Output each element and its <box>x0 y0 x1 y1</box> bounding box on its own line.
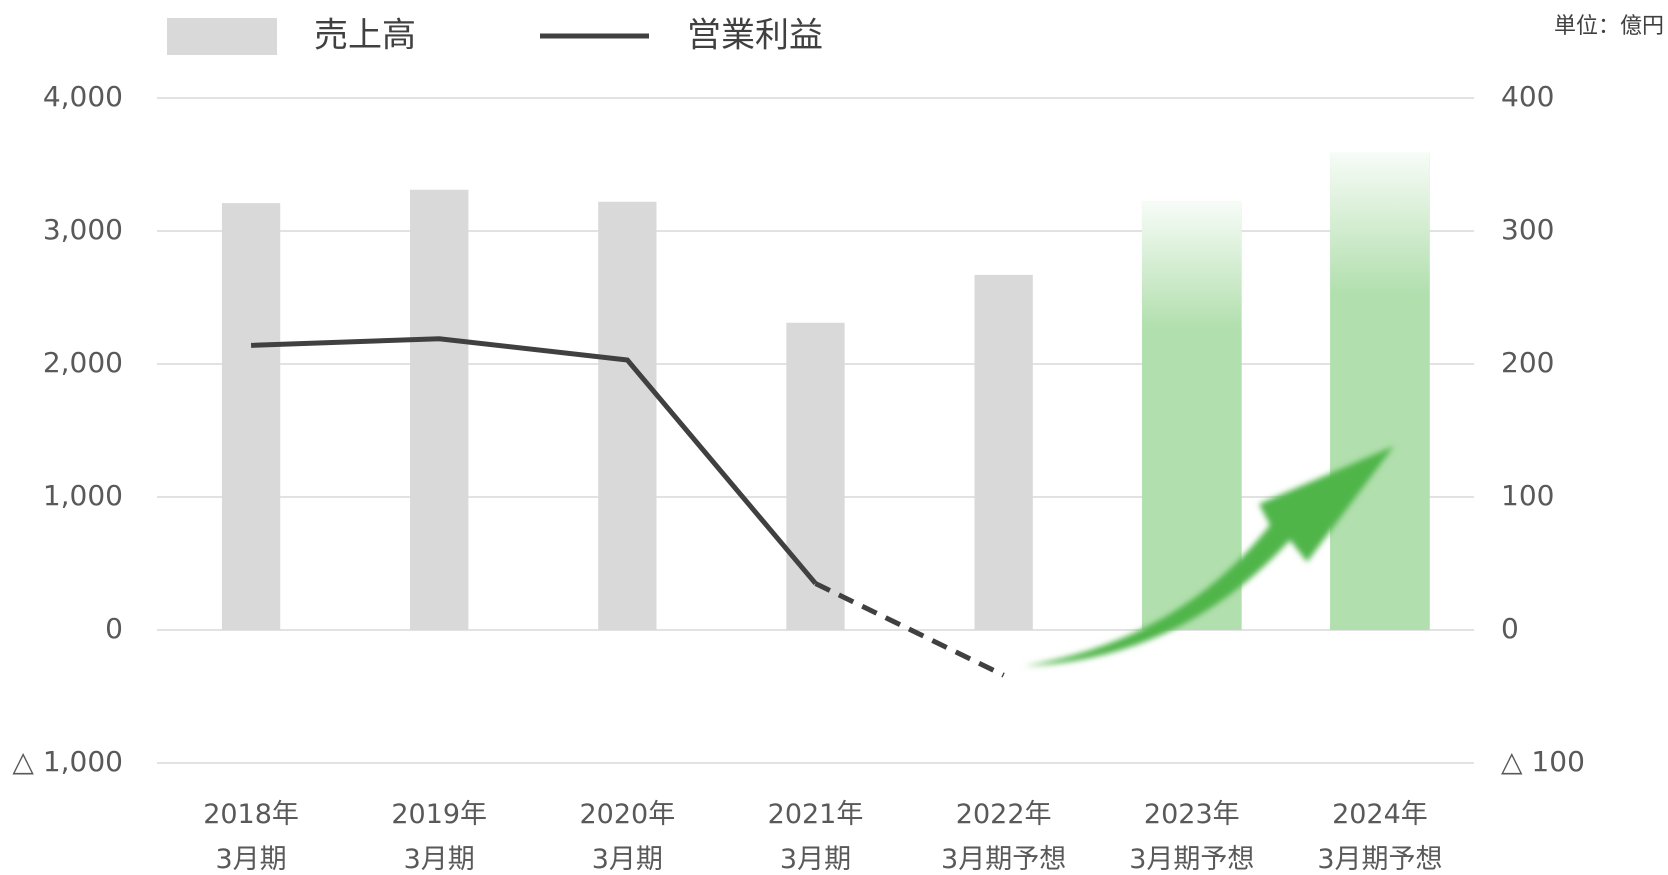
line <box>250 336 818 586</box>
y2-tick-label: 200 <box>1501 346 1554 379</box>
legend-label: 売上高 <box>314 16 416 56</box>
y2-tick-label: △ 100 <box>1501 745 1585 778</box>
y-tick-label: 0 <box>105 612 123 645</box>
x-tick-label: 2019年 3月期 <box>391 799 488 875</box>
line-forecast <box>814 581 1005 678</box>
bar-fade <box>1141 201 1242 631</box>
trend-arrow <box>1024 446 1394 666</box>
unit-label: 単位：億円 <box>1554 14 1664 39</box>
bar <box>974 274 1033 630</box>
bar <box>410 189 469 630</box>
bar <box>598 201 657 631</box>
y-tick-label: 1,000 <box>43 479 123 512</box>
y2-tick-label: 300 <box>1501 213 1554 246</box>
bar <box>786 322 845 630</box>
y-tick-label: 2,000 <box>43 346 123 379</box>
y-tick-label: 3,000 <box>43 213 123 246</box>
x-tick-label: 2020年 3月期 <box>579 799 676 875</box>
y2-tick-label: 100 <box>1501 479 1554 512</box>
x-tick-label: 2018年 3月期 <box>203 799 299 875</box>
bar <box>221 203 281 630</box>
x-tick-label: 2022年 3月期予想 <box>941 799 1067 875</box>
y2-tick-label: 400 <box>1501 80 1554 113</box>
x-tick-label: 2023年 3月期予想 <box>1129 799 1255 875</box>
y-tick-label: 4,000 <box>43 80 123 113</box>
x-tick-label: 2021年 3月期 <box>767 799 864 875</box>
bar-fade <box>1330 152 1430 630</box>
y-tick-label: △ 1,000 <box>12 745 123 778</box>
legend-swatch <box>167 18 277 55</box>
x-tick-label: 2024年 3月期予想 <box>1317 799 1443 875</box>
y2-tick-label: 0 <box>1501 612 1519 645</box>
legend-label: 営業利益 <box>687 16 823 56</box>
